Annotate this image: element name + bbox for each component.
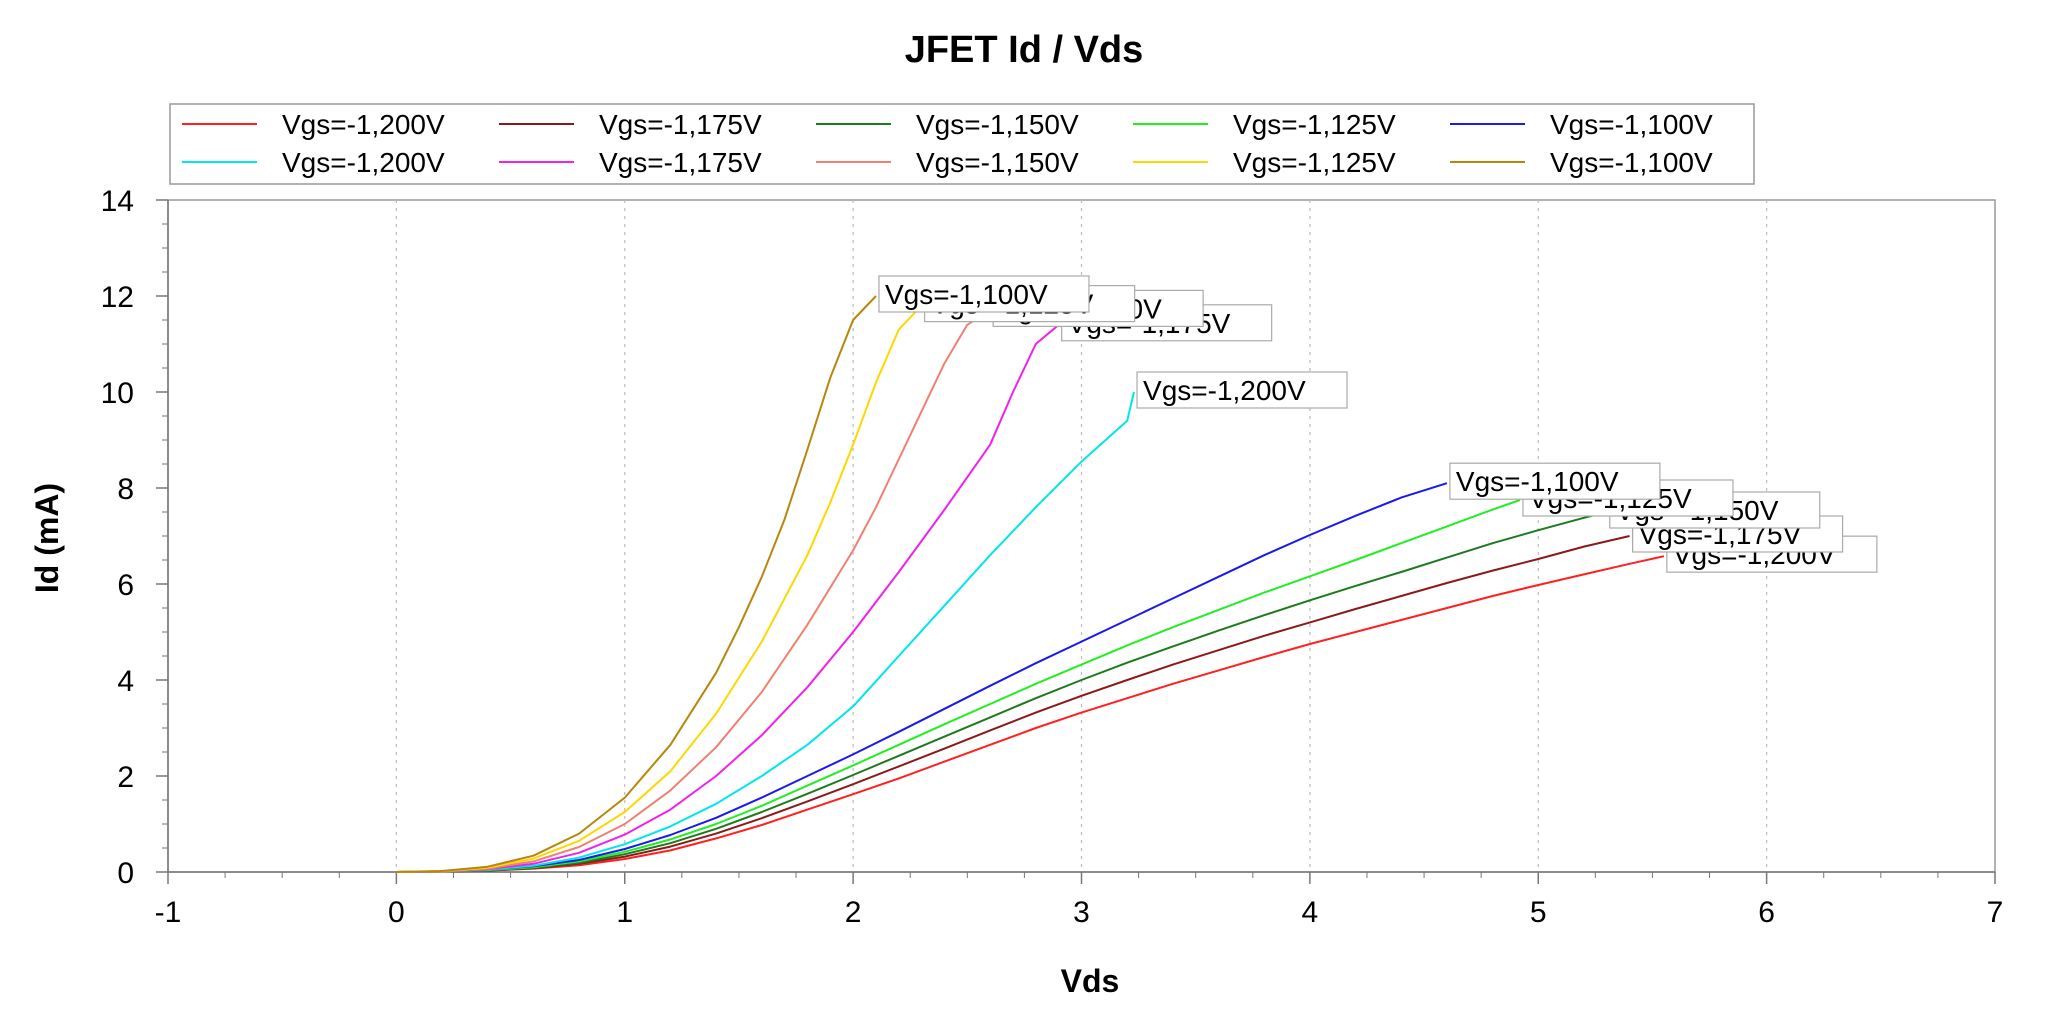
series-line-7 [396, 324, 1060, 873]
x-tick-label: -1 [155, 896, 182, 929]
series-line-2 [396, 535, 1630, 873]
x-tick-label: 2 [845, 896, 862, 929]
legend-item-4: Vgs=-1,125V [1133, 109, 1396, 140]
y-tick-label: 6 [117, 569, 134, 602]
legend-label: Vgs=-1,125V [1233, 147, 1396, 178]
legend-item-3: Vgs=-1,150V [816, 109, 1079, 140]
x-tick-label: 6 [1758, 896, 1775, 929]
legend-item-1: Vgs=-1,200V [182, 109, 445, 140]
legend-label: Vgs=-1,200V [282, 109, 445, 140]
x-tick-label: 4 [1302, 896, 1319, 929]
legend-item-8: Vgs=-1,150V [816, 147, 1079, 178]
legend-label: Vgs=-1,100V [1550, 109, 1713, 140]
legend-box [169, 103, 1755, 185]
legend-label: Vgs=-1,200V [282, 147, 445, 178]
y-tick-label: 8 [117, 473, 134, 506]
y-tick-label: 14 [101, 185, 134, 218]
legend-item-6: Vgs=-1,200V [182, 147, 445, 178]
x-tick-label: 3 [1073, 896, 1090, 929]
y-tick-label: 0 [117, 857, 134, 890]
end-label-text: Vgs=-1,100V [1456, 466, 1619, 497]
series-line-8 [396, 309, 991, 873]
y-tick-label: 12 [101, 281, 134, 314]
series-line-9 [396, 304, 923, 873]
legend-item-10: Vgs=-1,100V [1450, 147, 1713, 178]
legend-item-7: Vgs=-1,175V [499, 147, 762, 178]
end-label-box [1449, 462, 1661, 500]
end-label-text: Vgs=-1,200V [1143, 375, 1306, 406]
legend-label: Vgs=-1,100V [1550, 147, 1713, 178]
x-tick-label: 1 [616, 896, 633, 929]
end-label-box [1136, 371, 1348, 409]
x-tick-label: 7 [1987, 896, 2004, 929]
chart-title: JFET Id / Vds [905, 29, 1144, 71]
x-tick-label: 0 [388, 896, 405, 929]
end-label-10: Vgs=-1,100V [878, 275, 1090, 313]
x-axis-label: Vds [1061, 963, 1120, 999]
series-line-4 [396, 499, 1521, 873]
series-line-10 [396, 295, 877, 873]
series-line-3 [396, 511, 1608, 873]
y-tick-label: 10 [101, 377, 134, 410]
series-line-6 [396, 391, 1135, 873]
y-axis-label: Id (mA) [29, 483, 65, 593]
end-label-box [878, 275, 1090, 313]
end-label-text: Vgs=-1,100V [885, 279, 1048, 310]
legend-item-2: Vgs=-1,175V [499, 109, 762, 140]
series-lines [396, 295, 1665, 873]
legend-label: Vgs=-1,175V [599, 147, 762, 178]
legend-label: Vgs=-1,150V [916, 109, 1079, 140]
y-tick-label: 4 [117, 665, 134, 698]
series-line-1 [396, 555, 1665, 873]
legend-item-9: Vgs=-1,125V [1133, 147, 1396, 178]
legend-label: Vgs=-1,150V [916, 147, 1079, 178]
y-tick-label: 2 [117, 761, 134, 794]
legend: Vgs=-1,200V Vgs=-1,175V Vgs=-1,150V Vgs=-1,… [169, 103, 1755, 185]
end-label-5: Vgs=-1,100V [1449, 462, 1661, 500]
x-tick-label: 5 [1530, 896, 1547, 929]
legend-label: Vgs=-1,125V [1233, 109, 1396, 140]
legend-item-5: Vgs=-1,100V [1450, 109, 1713, 140]
series-line-5 [396, 482, 1448, 873]
legend-label: Vgs=-1,175V [599, 109, 762, 140]
end-labels: Vgs=-1,200VVgs=-1,175VVgs=-1,150VVgs=-1,… [878, 275, 1878, 573]
end-label-6: Vgs=-1,200V [1136, 371, 1348, 409]
